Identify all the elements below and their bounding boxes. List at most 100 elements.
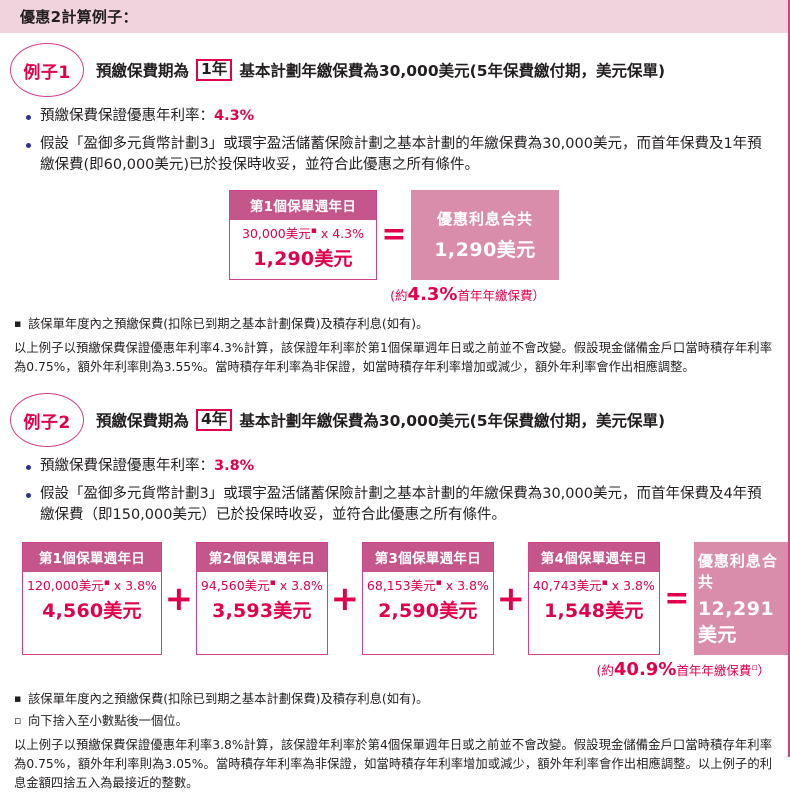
list-item: 預繳保費保證優惠年利率：4.3% [26, 106, 770, 127]
plus-operator-icon: + [330, 578, 360, 619]
example-2-box-1-amount: 4,560美元 [42, 600, 142, 622]
example-1-title-pre: 預繳保費期為 [96, 62, 190, 80]
footnote-text: 該保單年度內之預繳保費(扣除已到期之基本計劃保費)及積存利息(如有)。 [28, 692, 429, 706]
example-1-approx-pre: (約 [390, 288, 408, 303]
example-2-box-2-header: 第2個保單週年日 [196, 543, 327, 572]
example-1-block: 例子1 預繳保費期為 1年 基本計劃年繳保費為30,000美元(5年保費繳付期，… [0, 43, 788, 377]
example-1-paragraph: 以上例子以預繳保費保證優惠年利率4.3%計算，該保證年利率於第1個保單週年日或之… [14, 341, 772, 374]
example-2-box-1-rate: x 3.8% [109, 578, 157, 593]
example-2-box-4-body: 40,743美元▪ x 3.8% 1,548美元 [529, 572, 659, 631]
footnote-text: 向下捨入至小數點後一個位。 [28, 714, 188, 728]
example-2-block: 例子2 預繳保費期為 4年 基本計劃年繳保費為30,000美元(5年保費繳付期，… [0, 393, 788, 793]
example-2-box-1-header: 第1個保單週年日 [23, 543, 161, 572]
example-2-title-pre: 預繳保費期為 [96, 412, 190, 430]
example-1-approx-pct: 4.3% [407, 284, 458, 305]
example-2-box-4-header: 第4個保單週年日 [528, 543, 659, 572]
example-1-total-amount: 1,290美元 [434, 239, 536, 261]
example-1-assumption-text: 假設「盈御多元貨幣計劃3」或環宇盈活儲蓄保險計劃之基本計劃的年繳保費為30,00… [40, 136, 762, 173]
example-1-rate-value: 4.3% [214, 108, 255, 124]
page-title: 優惠2計算例子： [20, 8, 138, 26]
example-2-box-1-body: 120,000美元▪ x 3.8% 4,560美元 [23, 572, 161, 631]
example-1-footnotes: ▪ 該保單年度內之預繳保費(扣除已到期之基本計劃保費)及積存利息(如有)。 [0, 315, 788, 333]
example-2-rate-label: 預繳保費保證優惠年利率： [40, 458, 214, 474]
list-item: 預繳保費保證優惠年利率：3.8% [26, 456, 770, 477]
example-2-box-2-rate: x 3.8% [275, 578, 323, 593]
example-2-box-2-formula: 94,560美元▪ x 3.8% [201, 578, 323, 593]
example-2-prepay-term-box: 4年 [196, 409, 233, 431]
example-1-title: 預繳保費期為 1年 基本計劃年繳保費為30,000美元(5年保費繳付期，美元保單… [96, 59, 665, 81]
footnote-marker-icon: ▪ [269, 577, 276, 588]
example-2-box-1-base: 120,000美元 [27, 578, 104, 593]
example-1-calculation-row: 第1個保單週年日 30,000美元▪ x 4.3% 1,290美元 = 優惠利息… [0, 190, 788, 280]
example-1-approx-close: ） [532, 288, 545, 303]
equals-operator-icon: = [381, 217, 407, 252]
list-item: 假設「盈御多元貨幣計劃3」或環宇盈活儲蓄保險計劃之基本計劃的年繳保費為30,00… [26, 484, 770, 526]
plus-operator-icon: + [496, 578, 526, 619]
example-1-total-box: 優惠利息合共 1,290美元 [411, 190, 559, 280]
footnote-marker-icon: ▫ [751, 662, 758, 673]
example-1-prepay-term-box: 1年 [196, 59, 233, 81]
example-1-total-label: 優惠利息合共 [436, 210, 533, 228]
example-2-box-2-amount: 3,593美元 [212, 600, 312, 622]
example-2-box-1: 第1個保單週年日 120,000美元▪ x 3.8% 4,560美元 [22, 542, 162, 655]
example-2-badge-label: 例子2 [23, 412, 71, 433]
footnote-square-filled-icon: ▪ [14, 317, 22, 330]
example-2-box-4-formula: 40,743美元▪ x 3.8% [533, 578, 655, 593]
example-2-box-3: 第3個保單週年日 68,153美元▪ x 3.8% 2,590美元 [361, 542, 494, 655]
example-2-paragraph: 以上例子以預繳保費保證優惠年利率3.8%計算，該保證年利率於第4個保單週年日或之… [14, 738, 772, 790]
example-1-box-1-body: 30,000美元▪ x 4.3% 1,290美元 [230, 220, 376, 279]
example-2-approx-pre: (約 [596, 663, 614, 678]
footnote-marker-icon: ▪ [435, 577, 442, 588]
example-2-title: 預繳保費期為 4年 基本計劃年繳保費為30,000美元(5年保費繳付期，美元保單… [96, 409, 665, 431]
example-2-footnotes: ▪ 該保單年度內之預繳保費(扣除已到期之基本計劃保費)及積存利息(如有)。 ▫ … [0, 690, 788, 730]
example-1-box-1-base: 30,000美元 [242, 226, 311, 241]
example-2-approx-pct: 40.9% [613, 659, 677, 680]
plus-operator-icon: + [164, 578, 194, 619]
example-1-badge: 例子1 [10, 43, 84, 97]
footnote-square-hollow-icon: ▫ [14, 714, 22, 727]
footnote: ▪ 該保單年度內之預繳保費(扣除已到期之基本計劃保費)及積存利息(如有)。 [14, 315, 770, 333]
example-2-box-4-rate: x 3.8% [607, 578, 655, 593]
footnote-marker-icon: ▪ [310, 225, 317, 236]
example-2-title-post: 基本計劃年繳保費為30,000美元(5年保費繳付期，美元保單) [239, 412, 666, 430]
example-2-total-box: 優惠利息合共 12,291美元 [693, 542, 788, 655]
example-2-rate-value: 3.8% [214, 458, 255, 474]
example-1-box-1-amount: 1,290美元 [253, 248, 353, 270]
example-1-box-1-rate: x 4.3% [316, 226, 364, 241]
example-1-box-1-header: 第1個保單週年日 [230, 191, 376, 220]
example-2-assumption-text: 假設「盈御多元貨幣計劃3」或環宇盈活儲蓄保險計劃之基本計劃的年繳保費為30,00… [40, 486, 762, 523]
example-1-approx-post: 首年年繳保費 [457, 288, 533, 303]
footnote-marker-icon: ▪ [601, 577, 608, 588]
example-2-box-2-body: 94,560美元▪ x 3.8% 3,593美元 [197, 572, 327, 631]
example-2-box-2: 第2個保單週年日 94,560美元▪ x 3.8% 3,593美元 [195, 542, 328, 655]
example-1-box-1-formula: 30,000美元▪ x 4.3% [234, 226, 372, 241]
example-2-box-4: 第4個保單週年日 40,743美元▪ x 3.8% 1,548美元 [527, 542, 660, 655]
example-1-heading: 例子1 預繳保費期為 1年 基本計劃年繳保費為30,000美元(5年保費繳付期，… [0, 43, 788, 97]
example-1-badge-label: 例子1 [23, 62, 71, 83]
footnote-marker-icon: ▪ [103, 577, 110, 588]
example-1-box-1: 第1個保單週年日 30,000美元▪ x 4.3% 1,290美元 [229, 190, 377, 280]
footnote-text: 該保單年度內之預繳保費(扣除已到期之基本計劃保費)及積存利息(如有)。 [28, 317, 429, 331]
example-2-total-amount: 12,291美元 [697, 598, 775, 646]
example-2-approx-close: ） [757, 663, 770, 678]
example-2-box-2-base: 94,560美元 [200, 578, 270, 593]
example-2-box-4-amount: 1,548美元 [544, 600, 644, 622]
example-2-total-label: 優惠利息合共 [697, 552, 778, 591]
footnote: ▫ 向下捨入至小數點後一個位。 [14, 712, 770, 730]
example-2-box-1-formula: 120,000美元▪ x 3.8% [27, 578, 157, 593]
section-header-band: 優惠2計算例子： [0, 0, 788, 33]
example-2-box-3-amount: 2,590美元 [378, 600, 478, 622]
example-2-box-4-base: 40,743美元 [532, 578, 602, 593]
footnote-square-filled-icon: ▪ [14, 692, 22, 705]
example-2-badge: 例子2 [10, 393, 84, 447]
example-2-approx-note: (約40.9%首年年繳保費▫） [0, 659, 788, 680]
example-2-box-3-header: 第3個保單週年日 [362, 543, 493, 572]
footnote: ▪ 該保單年度內之預繳保費(扣除已到期之基本計劃保費)及積存利息(如有)。 [14, 690, 770, 708]
example-2-box-3-formula: 68,153美元▪ x 3.8% [367, 578, 489, 593]
example-1-approx-note: (約4.3%首年年繳保費） [0, 284, 788, 305]
example-1-bullet-list: 預繳保費保證優惠年利率：4.3% 假設「盈御多元貨幣計劃3」或環宇盈活儲蓄保險計… [0, 106, 788, 176]
equals-operator-icon: = [664, 580, 690, 616]
example-2-bullet-list: 預繳保費保證優惠年利率：3.8% 假設「盈御多元貨幣計劃3」或環宇盈活儲蓄保險計… [0, 456, 788, 526]
list-item: 假設「盈御多元貨幣計劃3」或環宇盈活儲蓄保險計劃之基本計劃的年繳保費為30,00… [26, 134, 770, 176]
